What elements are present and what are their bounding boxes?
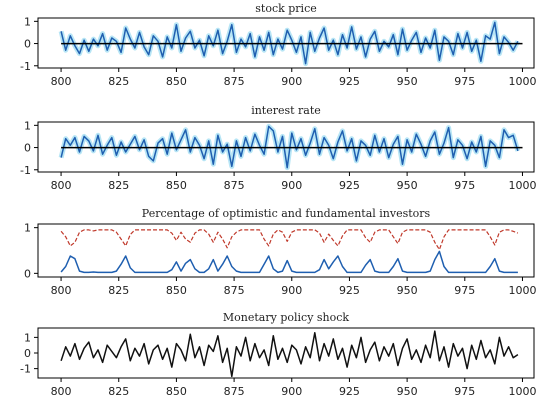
series-1-line	[60, 21, 519, 65]
y-tick-label: 1	[24, 15, 31, 28]
panel-title: stock price	[255, 2, 317, 15]
panel-title: interest rate	[251, 104, 321, 117]
x-tick-label: 825	[108, 284, 129, 297]
x-tick-label: 950	[397, 284, 418, 297]
y-tick-label: 1	[24, 331, 31, 344]
panel-title: Percentage of optimistic and fundamental…	[142, 207, 431, 220]
x-tick-label: 975	[454, 179, 475, 192]
x-tick-label: 925	[339, 75, 360, 88]
x-tick-label: 875	[224, 75, 245, 88]
series-1-line	[60, 330, 519, 378]
y-tick-label: 0	[24, 38, 31, 51]
y-tick-label: 1	[24, 222, 31, 235]
chart-panel-4: Monetary policy shock 800 825 850 875 900 925 9…	[20, 311, 536, 398]
x-tick-label: 900	[281, 179, 302, 192]
x-tick-label: 1000	[508, 75, 536, 88]
series-1-line	[60, 125, 519, 169]
x-tick-label: 900	[281, 75, 302, 88]
x-tick-label: 850	[166, 179, 187, 192]
y-tick-label: -1	[20, 60, 31, 73]
x-tick-label: 825	[108, 179, 129, 192]
x-tick-label: 875	[224, 284, 245, 297]
y-tick-label: -1	[20, 363, 31, 376]
y-tick-label: -1	[20, 164, 31, 177]
x-tick-label: 975	[454, 385, 475, 398]
x-tick-label: 1000	[508, 179, 536, 192]
x-tick-label: 875	[224, 179, 245, 192]
x-tick-label: 850	[166, 385, 187, 398]
x-tick-label: 900	[281, 385, 302, 398]
chart-panel-2: interest rate 800 825 850 875 900 925 950 975 100…	[20, 104, 536, 192]
y-tick-label: 0	[24, 347, 31, 360]
x-tick-label: 950	[397, 179, 418, 192]
y-tick-label: 0	[24, 267, 31, 280]
plot-frame	[37, 121, 535, 173]
x-tick-label: 800	[51, 179, 72, 192]
x-tick-label: 825	[108, 75, 129, 88]
x-tick-label: 800	[51, 385, 72, 398]
x-tick-label: 925	[339, 385, 360, 398]
x-tick-label: 875	[224, 385, 245, 398]
x-tick-label: 925	[339, 179, 360, 192]
x-tick-label: 975	[454, 75, 475, 88]
x-tick-label: 1000	[508, 385, 536, 398]
x-tick-label: 925	[339, 284, 360, 297]
chart-panel-3: Percentage of optimistic and fundamental…	[24, 207, 536, 297]
x-tick-label: 800	[51, 75, 72, 88]
x-tick-label: 825	[108, 385, 129, 398]
x-tick-label: 950	[397, 385, 418, 398]
series-1-line	[60, 250, 518, 274]
x-tick-label: 900	[281, 284, 302, 297]
x-tick-label: 800	[51, 284, 72, 297]
plot-frame	[37, 17, 535, 69]
x-tick-label: 850	[166, 75, 187, 88]
plot-frame	[37, 223, 535, 278]
x-tick-label: 975	[454, 284, 475, 297]
y-tick-label: 0	[24, 142, 31, 155]
chart-panel-1: stock price 800 825 850 875 900 925 950 975 1000 -…	[20, 2, 536, 88]
x-tick-label: 850	[166, 284, 187, 297]
x-tick-label: 1000	[508, 284, 536, 297]
panel-title: Monetary policy shock	[223, 311, 350, 324]
y-tick-label: 1	[24, 119, 31, 132]
x-tick-label: 950	[397, 75, 418, 88]
series-2-line	[60, 229, 519, 251]
